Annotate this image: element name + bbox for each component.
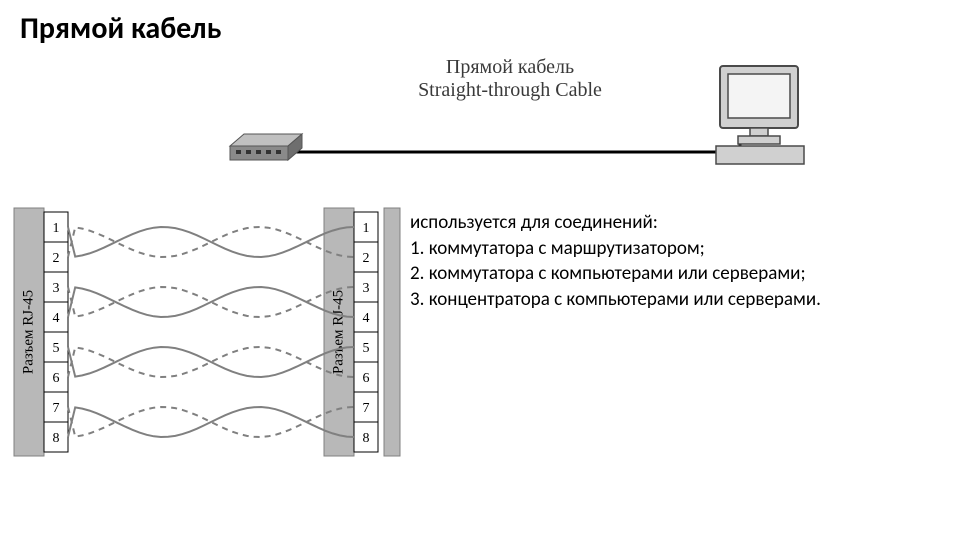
svg-text:7: 7 — [53, 401, 60, 416]
svg-text:4: 4 — [53, 311, 60, 326]
svg-text:4: 4 — [363, 311, 370, 326]
svg-text:5: 5 — [53, 341, 60, 356]
svg-text:8: 8 — [363, 431, 370, 446]
slide-root: Прямой кабель Прямой кабель Straight-thr… — [0, 0, 960, 540]
top-label-ru: Прямой кабель — [350, 56, 670, 79]
svg-text:1: 1 — [363, 221, 370, 236]
usage-item: 1. коммутатора с маршрутизатором; — [410, 236, 821, 262]
usage-block: используется для соединений: 1. коммутат… — [410, 210, 821, 313]
connector-label: Разъем RJ-45 — [20, 290, 36, 374]
wiring-diagram: Разъем RJ-45 Разъем RJ-45 1 1 2 2 3 3 4 4 5 5 6 6 7 7 8 8 — [8, 200, 403, 470]
svg-text:3: 3 — [363, 281, 370, 296]
connector-label: Разъем RJ-45 — [330, 290, 346, 374]
svg-text:1: 1 — [53, 221, 60, 236]
svg-text:3: 3 — [53, 281, 60, 296]
usage-heading: используется для соединений: — [410, 210, 821, 236]
top-label: Прямой кабель Straight-through Cable — [350, 56, 670, 102]
svg-text:8: 8 — [53, 431, 60, 446]
svg-text:7: 7 — [363, 401, 370, 416]
svg-text:6: 6 — [53, 371, 60, 386]
svg-text:5: 5 — [363, 341, 370, 356]
usage-item: 2. коммутатора с компьютерами или сервер… — [410, 261, 821, 287]
svg-text:6: 6 — [363, 371, 370, 386]
usage-item: 3. концентратора с компьютерами или серв… — [410, 287, 821, 313]
svg-text:2: 2 — [363, 251, 370, 266]
svg-text:2: 2 — [53, 251, 60, 266]
page-title: Прямой кабель — [20, 10, 221, 47]
top-label-en: Straight-through Cable — [350, 79, 670, 102]
